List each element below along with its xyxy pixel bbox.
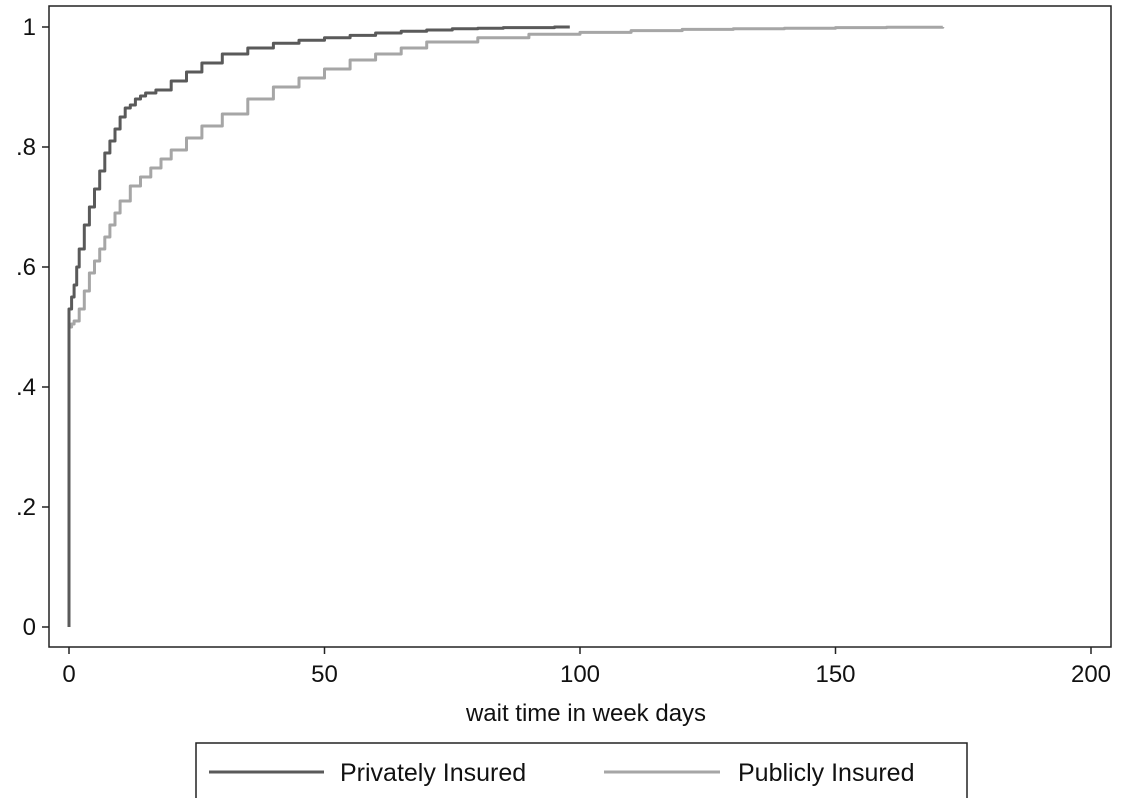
series-layer [67,25,945,627]
y-axis: 0 .2 .4 .6 .8 1 [16,14,49,641]
x-axis: 0 50 100 150 200 [62,647,1111,688]
legend: Privately Insured Publicly Insured [195,742,968,798]
y-tick-label: 1 [23,14,36,41]
y-tick-label: .4 [16,374,36,401]
plot-frame [48,5,1112,648]
series-line-privately-insured [67,25,570,627]
x-tick-label: 150 [815,661,855,688]
x-axis-title: wait time in week days [465,700,706,727]
x-tick-label: 200 [1071,661,1111,688]
x-tick-label: 50 [311,661,338,688]
y-tick-label: .8 [16,134,36,161]
y-tick-label: .6 [16,254,36,281]
y-tick-label: 0 [23,614,36,641]
legend-label: Privately Insured [340,759,526,787]
y-tick-label: .2 [16,494,36,521]
legend-box [195,742,968,798]
series-line-publicly-insured [67,25,945,627]
x-tick-label: 100 [560,661,600,688]
x-tick-label: 0 [62,661,75,688]
legend-label: Publicly Insured [738,759,914,787]
